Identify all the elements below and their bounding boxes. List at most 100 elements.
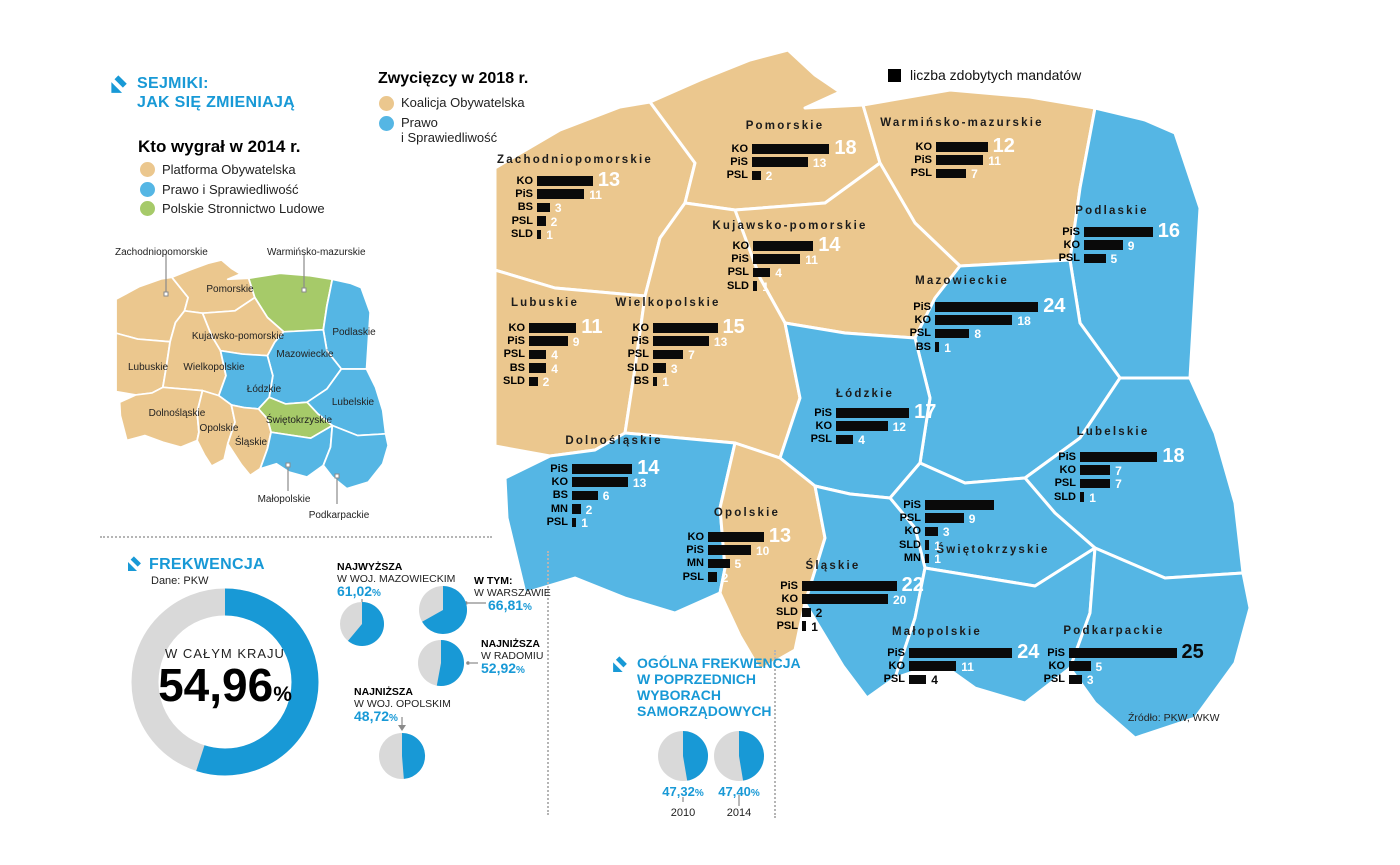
value-zp-PiS: 11 <box>589 187 602 202</box>
party-label-lu-SLD: SLD <box>1054 490 1076 503</box>
party-label-wm-PiS: PiS <box>914 153 932 166</box>
party-label-mz-PiS: PiS <box>913 300 931 313</box>
legend-label: Prawo i Sprawiedliwość <box>401 115 498 145</box>
value-sl-PiS: 22 <box>901 573 924 596</box>
region-title-op: Opolskie <box>713 507 781 519</box>
party-label-kp-PiS: PiS <box>731 252 749 265</box>
prev-year-2010: 2010 <box>670 807 696 819</box>
value-sw-KO: 3 <box>942 525 950 540</box>
party-label-kp-PSL: PSL <box>727 266 749 279</box>
bar-lu-PSL <box>1080 478 1111 489</box>
party-label-sw-MN: MN <box>903 552 921 565</box>
value-lbu-PSL: 4 <box>551 348 558 363</box>
bar-pm-PiS <box>752 157 808 167</box>
party-label-sl-KO: KO <box>781 592 799 605</box>
party-label-kp-SLD: SLD <box>727 279 749 292</box>
bar-sl-PiS <box>802 581 897 591</box>
value-mz-PiS: 24 <box>1043 294 1066 317</box>
map2014-label-op: Opolskie <box>199 423 239 434</box>
party-label-pk-KO: KO <box>1048 659 1066 672</box>
party-label-pm-KO: KO <box>731 142 749 155</box>
party-label-zp-PSL: PSL <box>511 214 533 227</box>
bar-lu-PiS <box>1080 452 1158 462</box>
bar-lu-SLD <box>1080 492 1085 502</box>
pis-color-dot <box>140 181 155 197</box>
map2014-label-pm: Pomorskie <box>206 284 254 295</box>
value-kp-PiS: 11 <box>805 252 818 267</box>
region-title-ds: Dolnośląskie <box>565 435 663 447</box>
legend-2014-item-pis: Prawo i Sprawiedliwość <box>140 181 299 197</box>
bar-mz-PiS <box>935 302 1039 312</box>
bar-wm-PiS <box>936 155 984 165</box>
party-label-sl-PSL: PSL <box>776 619 798 632</box>
bar-wm-KO <box>936 142 988 152</box>
pie-prev-2014 <box>714 731 765 781</box>
region-title-zp: Zachodniopomorskie <box>497 154 653 166</box>
party-label-ld-PSL: PSL <box>810 433 832 446</box>
value-mz-PSL: 8 <box>974 327 982 342</box>
map2014-region-pk <box>322 424 390 490</box>
legend-2018-item-pis: Prawo i Sprawiedliwość <box>379 115 497 145</box>
bar-mz-KO <box>935 315 1013 325</box>
value-op-KO: 13 <box>768 524 792 547</box>
pie-mazowieckie <box>340 602 385 646</box>
value-lu-KO: 7 <box>1115 463 1122 478</box>
value-mz-KO: 18 <box>1017 313 1031 328</box>
map2014-label-sl: Śląskie <box>234 437 268 448</box>
party-label-pm-PSL: PSL <box>726 169 748 182</box>
bar-wp-BS <box>653 376 658 387</box>
arrow-icon <box>128 556 141 571</box>
bar-sw-PSL <box>925 513 964 523</box>
pie-radom <box>418 640 465 686</box>
bar-mp-PSL <box>909 674 927 685</box>
party-label-sw-PiS: PiS <box>903 498 921 511</box>
region-title-ld: Łódzkie <box>835 388 895 400</box>
party-label-sl-SLD: SLD <box>776 606 798 619</box>
map-2014-poland <box>116 259 390 490</box>
value-lu-PiS: 18 <box>1162 444 1185 467</box>
value-wp-PSL: 7 <box>688 348 695 363</box>
party-label-mz-PSL: PSL <box>909 327 931 340</box>
value-ds-MN: 2 <box>585 502 593 517</box>
prev-value-2014: 47,40% <box>718 784 760 799</box>
value-pm-PSL: 2 <box>765 169 773 184</box>
party-label-lu-KO: KO <box>1059 463 1077 476</box>
bar-sw-KO <box>925 526 938 537</box>
map2014-region-op <box>196 389 236 467</box>
bar-wp-PiS <box>653 336 709 346</box>
value-ds-KO: 13 <box>632 475 647 490</box>
party-label-wp-KO: KO <box>632 321 650 334</box>
bar-ds-MN <box>572 504 581 514</box>
bar-op-MN <box>708 558 730 569</box>
value-mz-BS: 1 <box>944 340 951 355</box>
pie-caption-mazowieckie: NAJWYŻSZA W WOJ. MAZOWIECKIM 61,02% <box>337 561 456 599</box>
value-lbu-SLD: 2 <box>542 375 550 390</box>
value-sw-SLD: 1 <box>934 538 941 553</box>
party-label-pd-PiS: PiS <box>1062 225 1080 238</box>
value-wp-BS: 1 <box>662 375 669 390</box>
bar-pd-PiS <box>1084 227 1153 237</box>
arrow-icon <box>111 75 127 93</box>
map2018-region-op <box>718 441 827 672</box>
value-lbu-BS: 4 <box>551 361 558 376</box>
map-2018-poland <box>495 48 1252 740</box>
national-turnout-donut <box>131 588 319 776</box>
bar-sl-KO <box>802 594 888 604</box>
bar-pd-PSL <box>1084 253 1106 264</box>
value-op-PSL: 2 <box>721 570 729 585</box>
bar-wp-SLD <box>653 363 666 373</box>
party-label-op-KO: KO <box>687 530 705 543</box>
value-wp-SLD: 3 <box>670 361 678 376</box>
region-title-mz: Mazowieckie <box>915 275 1009 287</box>
party-label-sl-PiS: PiS <box>780 579 798 592</box>
bar-op-PiS <box>708 545 751 555</box>
frekwencja-source: Dane: PKW <box>151 575 209 587</box>
party-label-mz-KO: KO <box>914 313 932 326</box>
party-label-lu-PiS: PiS <box>1058 450 1076 463</box>
prev-value-2010: 47,32% <box>662 784 704 799</box>
value-op-PiS: 10 <box>756 543 770 558</box>
value-pk-PiS: 25 <box>1181 640 1204 663</box>
party-label-zp-PiS: PiS <box>515 187 533 200</box>
legend-label: Platforma Obywatelska <box>162 162 296 177</box>
party-label-pd-PSL: PSL <box>1058 252 1080 265</box>
